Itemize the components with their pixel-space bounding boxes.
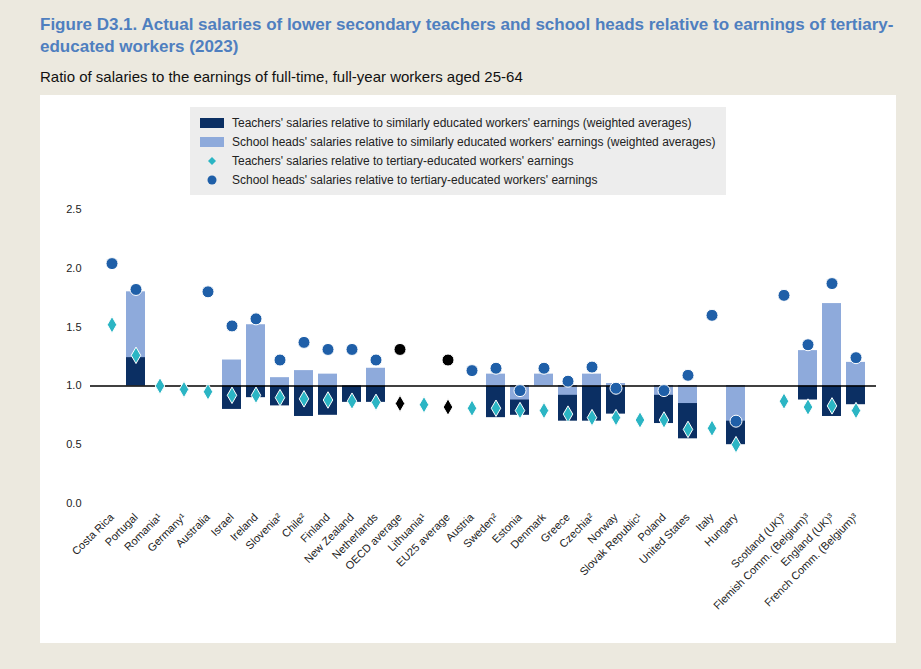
html-text:School heads' salaries relativ: School heads' salaries relative to terti… [232,172,598,187]
html-text:Teachers' salaries relative to: Teachers' salaries relative to similarly… [232,115,692,130]
svg-text:New Zealand: New Zealand [301,510,356,566]
svg-text:Czechia²: Czechia² [557,511,596,550]
svg-text:Portugal: Portugal [102,510,140,549]
svg-text:Slovenia²: Slovenia² [243,510,284,552]
html-text:Ratio of salaries to the earni: Ratio of salaries to the earnings of ful… [40,68,523,85]
svg-text:Flemish Comm. (Belgium)³: Flemish Comm. (Belgium)³ [711,511,812,612]
svg-text:Germany¹: Germany¹ [144,510,188,554]
svg-text:Slovak Republic¹: Slovak Republic¹ [577,511,644,578]
svg-text:1.0: 1.0 [66,379,81,391]
svg-text:Denmark: Denmark [507,510,548,551]
svg-text:Chile²: Chile² [279,510,308,540]
svg-text:0.5: 0.5 [66,438,81,450]
svg-text:Norway: Norway [585,510,620,546]
svg-text:Israel: Israel [208,510,236,539]
svg-text:Costa Rica: Costa Rica [69,510,116,558]
svg-text:2.0: 2.0 [66,262,81,274]
svg-text:Finland: Finland [297,510,332,545]
svg-text:Poland: Poland [635,510,668,544]
svg-text:Ireland: Ireland [227,510,260,543]
svg-text:1.5: 1.5 [66,321,81,333]
svg-text:Greece: Greece [537,510,572,545]
svg-text:Austria: Austria [443,510,476,544]
svg-text:Italy: Italy [693,510,716,534]
svg-text:United States: United States [637,510,693,566]
html-text:Figure D3.1. Actual salaries o: Figure D3.1. Actual salaries of lower se… [40,15,894,56]
svg-text:2.5: 2.5 [66,203,81,215]
html-text:Teachers' salaries relative to: Teachers' salaries relative to tertiary-… [232,153,574,168]
svg-text:Hungary: Hungary [702,510,740,548]
svg-text:OECD average: OECD average [342,510,404,572]
svg-text:Scotland (UK)³: Scotland (UK)³ [728,510,788,571]
svg-text:0.0: 0.0 [66,497,81,509]
svg-text:Romania¹: Romania¹ [121,510,164,553]
svg-text:Australia: Australia [173,510,212,549]
svg-text:Netherlands: Netherlands [329,510,380,562]
svg-text:England (UK)³: England (UK)³ [778,510,836,569]
svg-text:Estonia: Estonia [489,510,524,546]
svg-text:Sweden²: Sweden² [461,511,500,550]
svg-text:EU25 average: EU25 average [394,511,452,569]
svg-text:French Comm. (Belgium)³: French Comm. (Belgium)³ [762,511,860,609]
svg-text:Lithuania¹: Lithuania¹ [385,510,428,554]
html-text:School heads' salaries relativ: School heads' salaries relative to simil… [232,134,716,149]
